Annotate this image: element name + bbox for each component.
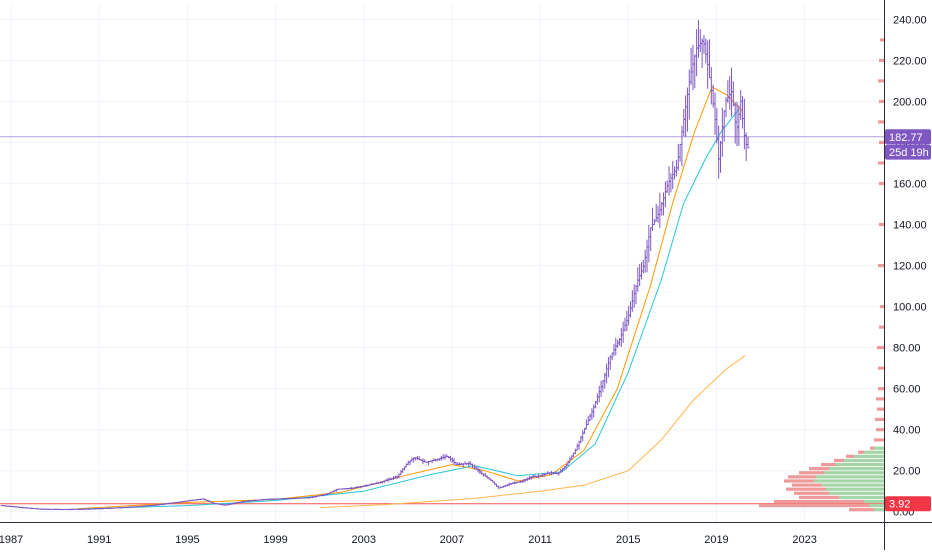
y-tick-label: 120.00 [893,261,927,273]
volume-profile-up-bar [854,454,884,458]
grid [0,5,884,522]
price-label-text: 25d 19h [889,147,929,159]
volume-profile-down-bar [821,462,836,467]
volume-profile-down-bar [786,487,826,491]
volume-profile-down-bar [834,458,844,463]
volume-profile-down-bar [876,397,884,401]
volume-profile-down-bar [874,438,884,442]
volume-profile-down-bar [759,503,869,508]
volume-profile-down-bar [799,495,839,499]
volume-profile-down-bar [878,387,884,391]
volume-profile-down-bar [878,161,884,165]
price-label-tag [885,144,931,160]
volume-profile-down-bar [878,79,884,83]
volume-profile-up-bar [839,495,884,499]
moving-average-line [77,86,744,510]
volume-profile-down-bar [774,499,864,504]
moving-averages [77,86,746,510]
volume-profile-down-bar [878,120,884,124]
x-tick-label: 1999 [263,534,287,546]
y-tick-label: 220.00 [893,55,927,67]
y-tick-label: 80.00 [893,343,921,355]
volume-profile-down-bar [876,428,884,432]
x-tick-label: 1987 [0,534,23,546]
volume-profile-down-bar [870,446,874,450]
volume-profile-up-bar [816,475,884,479]
x-tick-label: 2023 [792,534,816,546]
volume-profile-down-bar [878,366,884,370]
volume-profile-up-bar [829,491,884,495]
price-label-tag [885,129,931,145]
volume-profile-down-bar [877,407,884,411]
y-tick-label: 100.00 [893,302,927,314]
volume-profile-down-bar [879,58,884,62]
volume-profile-down-bar [879,181,884,186]
volume-profile-up-bar [829,467,884,471]
y-tick-label: 60.00 [893,384,921,396]
volume-profile-down-bar [879,222,884,227]
volume-profile-down-bar [880,38,884,42]
volume-profile-up-bar [864,450,884,454]
volume-profile-up-bar [844,458,884,463]
volume-profile-down-bar [792,483,822,487]
volume-profile-down-bar [877,346,884,350]
moving-average-line [319,355,746,509]
y-tick-label: 140.00 [893,220,927,232]
price-bars [0,20,750,511]
volume-profile-up-bar [874,446,884,450]
volume-profile-up-bar [824,471,884,475]
y-tick-label: 20.00 [893,466,921,478]
volume-profile-down-bar [875,417,884,422]
price-label-text: 3.92 [889,499,910,511]
volume-profile-down-bar [878,263,884,268]
x-tick-label: 1991 [87,534,111,546]
volume-profile-up-bar [836,462,884,467]
volume-profile-down-bar [794,491,829,495]
volume-profile-down-bar [784,479,814,483]
volume-profile-up-bar [864,499,884,504]
horizontal-lines [0,136,884,505]
y-tick-label: 160.00 [893,178,927,190]
price-label-text: 182.77 [889,132,923,144]
x-tick-label: 2019 [704,534,728,546]
volume-profile-down-bar [849,508,874,512]
volume-profile-up-bar [822,483,884,487]
y-tick-label: 200.00 [893,96,927,108]
volume-profile-up-bar [869,503,884,508]
volume-profile-down-bar [788,475,816,479]
x-tick-label: 2007 [440,534,464,546]
volume-profile-up-bar [874,508,884,512]
volume-profile-up-bar [814,479,884,483]
moving-average-line [77,109,739,510]
x-tick-label: 1995 [175,534,199,546]
volume-profile-down-bar [879,325,884,329]
price-labels: 182.77 25d 19h 3.92 [885,129,931,512]
price-label-tag [885,496,931,512]
volume-profile-down-bar [858,450,864,454]
volume-profile [759,38,884,512]
volume-profile-down-bar [846,454,854,458]
x-tick-label: 2011 [528,534,552,546]
volume-profile-down-bar [809,467,829,471]
volume-profile-down-bar [879,140,884,145]
volume-profile-down-bar [879,99,884,104]
x-tick-label: 2015 [616,534,640,546]
y-tick-label: 40.00 [893,425,921,437]
volume-profile-down-bar [880,304,884,309]
x-tick-label: 2003 [351,534,375,546]
volume-profile-down-bar [799,471,824,475]
volume-profile-up-bar [826,487,884,491]
y-tick-label: 240.00 [893,14,927,26]
